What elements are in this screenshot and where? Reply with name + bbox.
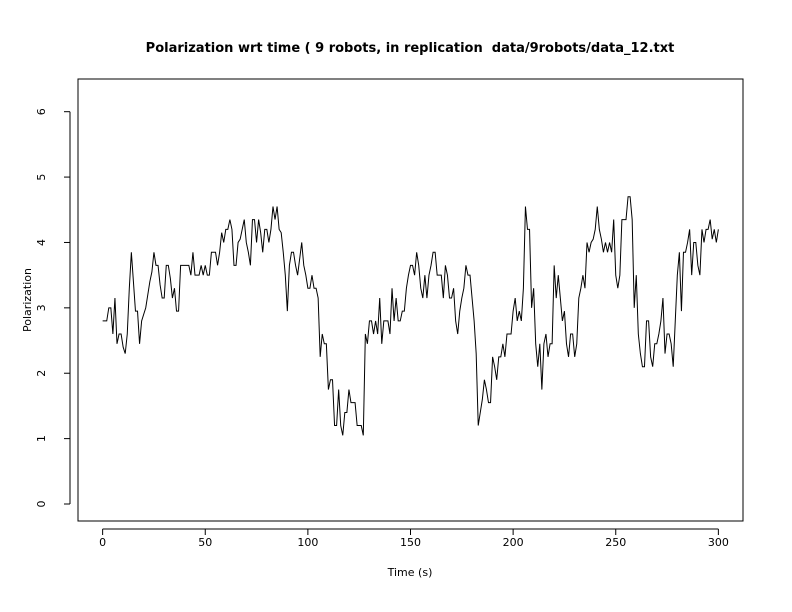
x-tick-label: 100	[297, 536, 318, 549]
x-tick-label: 250	[605, 536, 626, 549]
data-line	[102, 196, 719, 436]
y-tick-label: 0	[35, 501, 48, 508]
y-tick-label: 6	[35, 108, 48, 115]
y-tick-label: 3	[35, 304, 48, 311]
x-tick-label: 200	[503, 536, 524, 549]
y-tick-label: 4	[35, 239, 48, 246]
x-tick-label: 300	[708, 536, 729, 549]
x-tick-label: 150	[400, 536, 421, 549]
x-axis-label: Time (s)	[387, 566, 433, 579]
chart-title: Polarization wrt time ( 9 robots, in rep…	[146, 41, 675, 56]
x-tick-label: 50	[198, 536, 212, 549]
y-tick-label: 1	[35, 435, 48, 442]
x-tick-label: 0	[99, 536, 106, 549]
y-tick-label: 2	[35, 370, 48, 377]
plot-box	[77, 78, 744, 522]
y-axis-label: Polarization	[21, 268, 34, 332]
y-tick-label: 5	[35, 174, 48, 181]
